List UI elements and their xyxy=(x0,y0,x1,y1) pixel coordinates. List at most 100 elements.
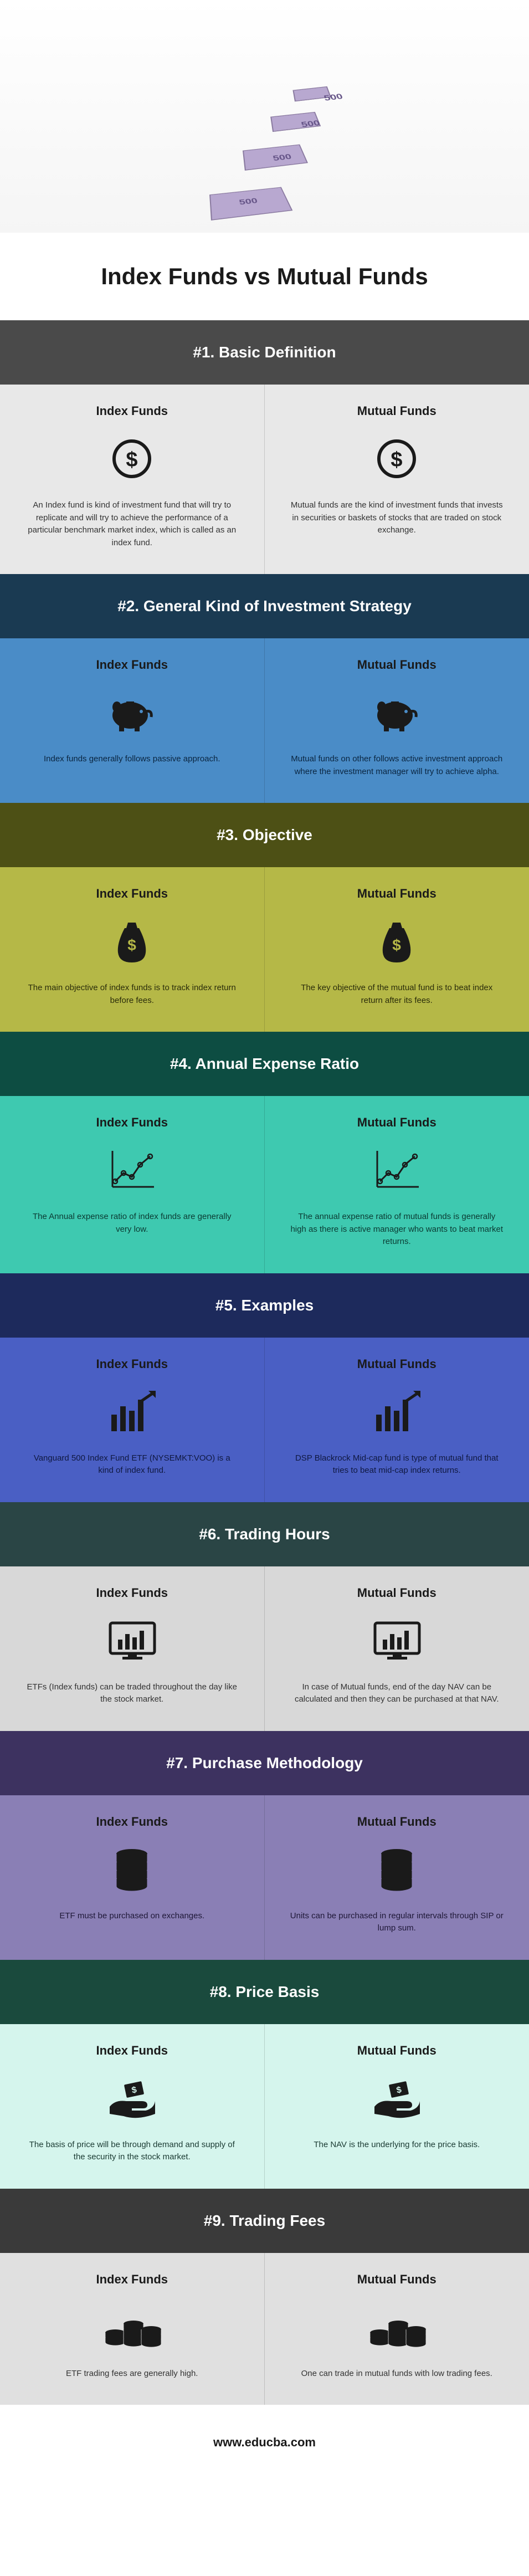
svg-text:$: $ xyxy=(127,936,136,954)
column-title: Index Funds xyxy=(25,887,239,901)
column-title: Index Funds xyxy=(25,1357,239,1371)
column-text: Units can be purchased in regular interv… xyxy=(290,1910,505,1935)
section-header: #1. Basic Definition xyxy=(0,320,529,385)
compare-col-right: Mutual Funds In case of Mutual funds, end… xyxy=(265,1566,529,1731)
money-bag-icon: $ xyxy=(25,916,239,966)
compare-col-right: Mutual Funds One can trade in mutual fund… xyxy=(265,2253,529,2405)
column-title: Index Funds xyxy=(25,1815,239,1829)
column-title: Mutual Funds xyxy=(290,1586,505,1600)
column-text: Mutual funds on other follows active inv… xyxy=(290,753,505,778)
coin-stack-icon xyxy=(25,1845,239,1894)
column-title: Index Funds xyxy=(25,2044,239,2058)
compare-col-left: Index Funds ETFs (Index funds) can be tra… xyxy=(0,1566,265,1731)
column-text: An Index fund is kind of investment fund… xyxy=(25,499,239,549)
coins-triple-icon xyxy=(290,2302,505,2352)
dollar-circle-icon: $ xyxy=(290,434,505,484)
compare-row: Index Funds The Annual expense ratio of i… xyxy=(0,1096,529,1273)
compare-row: Index Funds Vanguard 500 Index Fund ETF (… xyxy=(0,1338,529,1502)
compare-col-left: Index Funds $ The main objective of index … xyxy=(0,867,265,1032)
piggy-icon xyxy=(25,688,239,738)
section-header: #4. Annual Expense Ratio xyxy=(0,1032,529,1096)
compare-col-right: Mutual Funds Mutual funds on other follow… xyxy=(265,638,529,803)
money-bag-icon: $ xyxy=(290,916,505,966)
compare-row: Index Funds $ An Index fund is kind of inv… xyxy=(0,385,529,574)
section-header: #2. General Kind of Investment Strategy xyxy=(0,574,529,638)
compare-col-right: Mutual Funds DSP Blackrock Mid-cap fund i… xyxy=(265,1338,529,1502)
column-text: Index funds generally follows passive ap… xyxy=(25,753,239,766)
column-text: Vanguard 500 Index Fund ETF (NYSEMKT:VOO… xyxy=(25,1452,239,1477)
hand-money-icon: $ xyxy=(25,2073,239,2123)
column-title: Mutual Funds xyxy=(290,887,505,901)
compare-row: Index Funds $ The main objective of index … xyxy=(0,867,529,1032)
column-title: Mutual Funds xyxy=(290,1815,505,1829)
compare-col-left: Index Funds $ The basis of price will be t… xyxy=(0,2024,265,2189)
column-text: In case of Mutual funds, end of the day … xyxy=(290,1681,505,1706)
section-header: #7. Purchase Methodology xyxy=(0,1731,529,1795)
line-chart-icon xyxy=(25,1145,239,1195)
compare-col-left: Index Funds ETF must be purchased on exch… xyxy=(0,1795,265,1960)
column-title: Mutual Funds xyxy=(290,2044,505,2058)
column-title: Mutual Funds xyxy=(290,1357,505,1371)
column-title: Index Funds xyxy=(25,1586,239,1600)
column-text: DSP Blackrock Mid-cap fund is type of mu… xyxy=(290,1452,505,1477)
section-header: #8. Price Basis xyxy=(0,1960,529,2024)
section-header: #6. Trading Hours xyxy=(0,1502,529,1566)
compare-row: Index Funds ETF must be purchased on exch… xyxy=(0,1795,529,1960)
compare-row: Index Funds Index funds generally follows… xyxy=(0,638,529,803)
svg-text:$: $ xyxy=(392,936,401,954)
column-text: The NAV is the underlying for the price … xyxy=(290,2139,505,2152)
page-title: Index Funds vs Mutual Funds xyxy=(0,233,529,320)
dollar-circle-icon: $ xyxy=(25,434,239,484)
compare-row: Index Funds ETF trading fees are generall… xyxy=(0,2253,529,2405)
column-title: Index Funds xyxy=(25,658,239,672)
hero-image xyxy=(0,0,529,233)
column-text: The annual expense ratio of mutual funds… xyxy=(290,1211,505,1248)
compare-col-left: Index Funds ETF trading fees are generall… xyxy=(0,2253,265,2405)
column-text: One can trade in mutual funds with low t… xyxy=(290,2368,505,2380)
money-stack-icon xyxy=(243,144,308,170)
line-chart-icon xyxy=(290,1145,505,1195)
column-text: ETF must be purchased on exchanges. xyxy=(25,1910,239,1923)
compare-col-left: Index Funds $ An Index fund is kind of inv… xyxy=(0,385,265,574)
column-title: Index Funds xyxy=(25,404,239,418)
candlestick-icon xyxy=(290,1387,505,1437)
monitor-bars-icon xyxy=(290,1616,505,1666)
column-text: ETFs (Index funds) can be traded through… xyxy=(25,1681,239,1706)
coin-stack-icon xyxy=(290,1845,505,1894)
column-title: Mutual Funds xyxy=(290,404,505,418)
column-text: ETF trading fees are generally high. xyxy=(25,2368,239,2380)
section-header: #3. Objective xyxy=(0,803,529,867)
compare-col-left: Index Funds The Annual expense ratio of i… xyxy=(0,1096,265,1273)
compare-col-right: Mutual Funds $ The NAV is the underlying f… xyxy=(265,2024,529,2189)
svg-text:$: $ xyxy=(126,448,138,472)
money-stack-icon xyxy=(209,187,292,220)
column-title: Index Funds xyxy=(25,1115,239,1130)
hand-money-icon: $ xyxy=(290,2073,505,2123)
compare-col-right: Mutual Funds $ The key objective of the mu… xyxy=(265,867,529,1032)
compare-col-left: Index Funds Index funds generally follows… xyxy=(0,638,265,803)
column-title: Mutual Funds xyxy=(290,1115,505,1130)
column-title: Mutual Funds xyxy=(290,2272,505,2287)
compare-row: Index Funds ETFs (Index funds) can be tra… xyxy=(0,1566,529,1731)
money-stack-icon xyxy=(292,86,331,102)
column-title: Mutual Funds xyxy=(290,658,505,672)
compare-col-right: Mutual Funds Units can be purchased in re… xyxy=(265,1795,529,1960)
footer-link: www.educba.com xyxy=(0,2405,529,2480)
column-text: The basis of price will be through deman… xyxy=(25,2139,239,2164)
compare-col-left: Index Funds Vanguard 500 Index Fund ETF (… xyxy=(0,1338,265,1502)
compare-row: Index Funds $ The basis of price will be t… xyxy=(0,2024,529,2189)
column-text: The Annual expense ratio of index funds … xyxy=(25,1211,239,1236)
svg-text:$: $ xyxy=(391,448,403,472)
column-title: Index Funds xyxy=(25,2272,239,2287)
monitor-bars-icon xyxy=(25,1616,239,1666)
piggy-icon xyxy=(290,688,505,738)
money-stack-icon xyxy=(270,112,321,132)
column-text: Mutual funds are the kind of investment … xyxy=(290,499,505,537)
column-text: The main objective of index funds is to … xyxy=(25,982,239,1007)
column-text: The key objective of the mutual fund is … xyxy=(290,982,505,1007)
compare-col-right: Mutual Funds The annual expense ratio of … xyxy=(265,1096,529,1273)
section-header: #5. Examples xyxy=(0,1273,529,1338)
candlestick-icon xyxy=(25,1387,239,1437)
coins-triple-icon xyxy=(25,2302,239,2352)
section-header: #9. Trading Fees xyxy=(0,2189,529,2253)
